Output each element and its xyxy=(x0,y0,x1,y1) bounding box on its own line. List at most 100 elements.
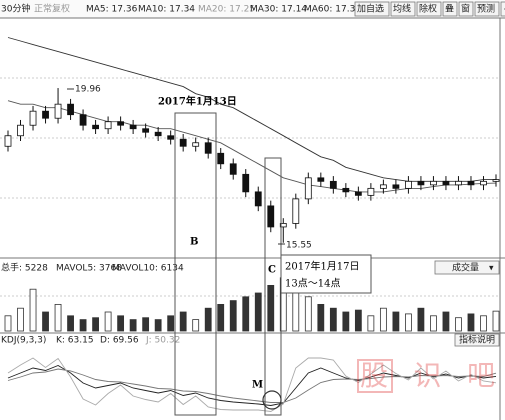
ma-line xyxy=(7,100,497,193)
volume-bar xyxy=(154,319,162,332)
time-label: 13点～14点 xyxy=(285,278,340,290)
ma-label: MA30: 17.14 xyxy=(250,5,307,15)
volume-bar xyxy=(467,313,475,332)
candle-up xyxy=(480,180,487,186)
candle-up xyxy=(292,198,300,224)
toolbar-button[interactable] xyxy=(390,1,416,17)
candle-down xyxy=(242,173,250,193)
label-c: C xyxy=(268,265,276,276)
date-label-2: 2017年1月17日 xyxy=(285,260,360,273)
volume-bar xyxy=(17,307,24,332)
candle-down xyxy=(179,138,187,147)
candle-up xyxy=(192,142,200,147)
candle-up xyxy=(29,110,37,126)
toolbar-button[interactable] xyxy=(458,1,474,17)
candle-up xyxy=(304,177,312,200)
candle-up xyxy=(405,180,412,189)
candle-down xyxy=(317,177,325,182)
kdj-name: KDJ(9,3,3) xyxy=(1,336,46,346)
volume-bar xyxy=(42,311,49,332)
circle-m xyxy=(262,390,282,410)
candle-down xyxy=(467,180,475,186)
callout xyxy=(280,254,372,294)
toolbar-button-label[interactable]: 均线 xyxy=(393,3,411,15)
volume-bar xyxy=(92,317,99,332)
toolbar-button-label[interactable]: 加自选 xyxy=(357,3,384,15)
volume-bar xyxy=(367,315,375,332)
watermark-text: 股识吧 xyxy=(360,359,495,392)
mode-label: 正常复权 xyxy=(34,3,70,15)
volume-bar xyxy=(480,315,487,332)
ma-label: MA10: 17.34 xyxy=(138,5,195,15)
candle-down xyxy=(229,163,237,175)
volume-bar xyxy=(217,303,225,332)
toolbar-button-label[interactable]: 窗 xyxy=(461,3,470,15)
candle-down xyxy=(329,180,337,189)
box-b xyxy=(174,112,217,416)
candle-up xyxy=(492,179,500,182)
candle-down xyxy=(354,191,362,196)
date-label-1: 2017年1月13日 xyxy=(158,95,237,108)
candle-down xyxy=(204,142,212,154)
candle-down xyxy=(217,152,225,165)
kdj-line xyxy=(7,364,497,406)
candle-down xyxy=(267,205,275,228)
indicator-help[interactable] xyxy=(454,333,500,347)
volume-panel xyxy=(4,277,500,332)
volume-bar xyxy=(329,307,337,332)
volume-bar xyxy=(430,315,437,332)
volume-bar xyxy=(442,311,450,332)
volume-bar xyxy=(254,292,262,332)
toolbar-button[interactable] xyxy=(416,1,442,17)
candle-down xyxy=(129,124,137,130)
label-m: M xyxy=(252,380,263,391)
volume-bar xyxy=(392,311,400,332)
volume-bar xyxy=(492,310,500,332)
volume-bar xyxy=(379,307,387,332)
toolbar-button[interactable] xyxy=(474,1,500,17)
volume-bar xyxy=(229,300,237,332)
candle-down xyxy=(67,103,74,116)
candle-down xyxy=(442,180,450,186)
price-panel xyxy=(4,37,500,243)
ma-label: MA5: 17.36 xyxy=(86,5,138,15)
toolbar-button[interactable] xyxy=(442,1,458,17)
candle-up xyxy=(367,187,375,196)
kdj-d: D: 69.56 xyxy=(100,336,139,346)
volume-bar xyxy=(129,319,137,332)
candle-down xyxy=(342,187,350,193)
volume-bar xyxy=(304,296,312,332)
candle-up xyxy=(104,121,112,130)
toolbar-button-label[interactable]: 预测 xyxy=(477,4,495,15)
candle-down xyxy=(92,124,99,130)
candle-up xyxy=(279,223,287,228)
high-label: 19.96 xyxy=(75,85,101,95)
kdj-j: J: 50.32 xyxy=(145,336,180,346)
volume-menu-label[interactable]: 成交量 xyxy=(452,262,479,274)
kdj-panel xyxy=(7,357,497,412)
volume-bar xyxy=(405,313,412,332)
volume-ma10: MAVOL10: 6134 xyxy=(112,264,184,274)
volume-bar xyxy=(292,288,300,332)
watermark: 股识吧 xyxy=(357,359,495,393)
toolbar-button[interactable] xyxy=(354,1,390,17)
volume-bar xyxy=(54,303,62,332)
candle-down xyxy=(117,121,125,126)
indicator-help-label[interactable]: 指标说明 xyxy=(459,334,495,346)
candle-down xyxy=(42,110,49,119)
candle-down xyxy=(79,114,87,126)
volume-bar xyxy=(79,319,87,332)
nav-button[interactable] xyxy=(500,1,505,17)
volume-ma5: MAVOL5: 3768 xyxy=(56,264,122,274)
candle-down xyxy=(392,184,400,189)
toolbar-button-label[interactable]: 除权 xyxy=(419,3,437,15)
toolbar-button-label[interactable]: 叠 xyxy=(445,4,454,15)
candle-down xyxy=(167,135,175,140)
kdj-line xyxy=(7,357,497,412)
volume-menu[interactable] xyxy=(434,260,500,275)
volume-bar xyxy=(317,303,325,332)
